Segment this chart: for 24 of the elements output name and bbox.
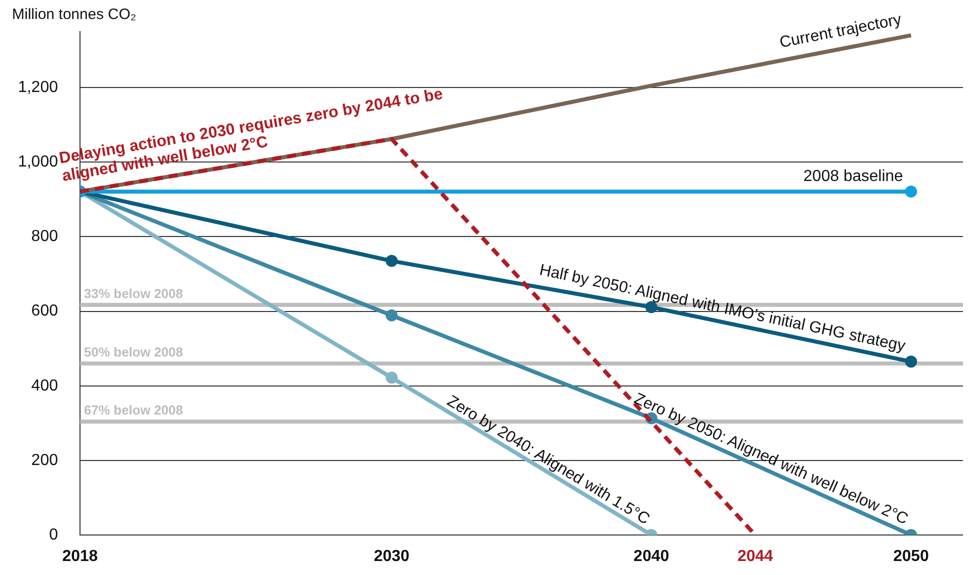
y-tick-label: 800: [31, 228, 58, 246]
series-label: 2008 baseline: [803, 168, 904, 186]
y-tick-label: 0: [49, 526, 58, 544]
x-tick-label: 2050: [893, 548, 929, 566]
y-tick-label: 1,200: [18, 78, 58, 96]
ref-line-label: 67% below 2008: [84, 402, 183, 418]
x-tick-label: 2030: [374, 548, 410, 566]
y-tick-label: 200: [31, 452, 58, 469]
point: [386, 309, 398, 322]
y-tick-label: 400: [31, 377, 58, 394]
point: [386, 254, 398, 267]
point: [905, 356, 918, 368]
ref-line-label: 50% below 2008: [84, 344, 183, 360]
y-tick-label: 1,000: [18, 154, 58, 171]
y-axis-title: Million tonnes CO₂: [12, 6, 136, 24]
x-tick-label: 2040: [634, 548, 670, 566]
text: Delaying action to 2030 requires zero by 2044 to be aligned with well below 2°C: [58, 85, 446, 186]
y-tick-label: 600: [31, 302, 58, 320]
text: Half by 2050: Aligned with IMO’s initial GHG strategy: [538, 261, 907, 356]
text: Current trajectory: [778, 12, 904, 53]
x-tick-label: 2044: [737, 548, 774, 566]
ref-line-label: 33% below 2008: [84, 286, 183, 302]
point: [386, 372, 398, 384]
x-tick-label: 2018: [62, 548, 98, 566]
